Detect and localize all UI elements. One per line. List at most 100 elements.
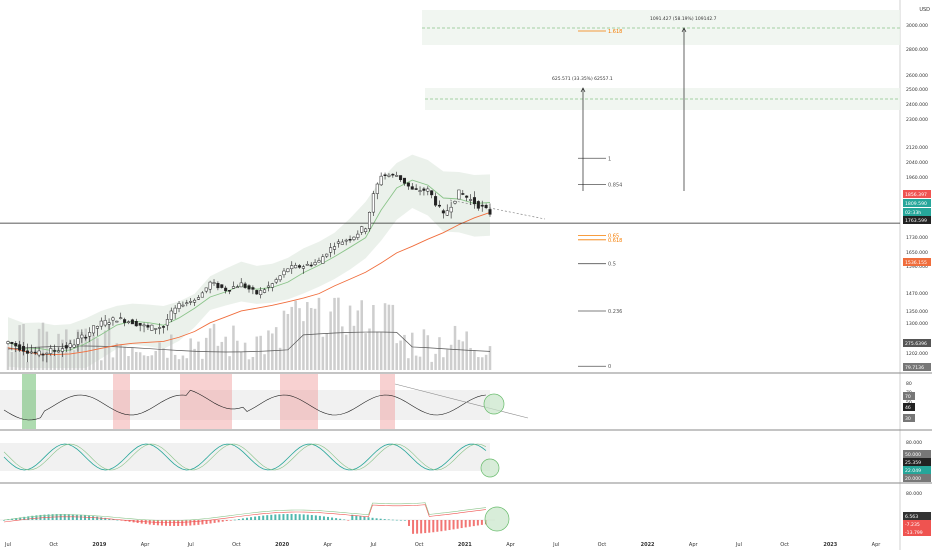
fib-level-label: 0	[608, 364, 611, 370]
price-badge-text: 1809.590	[905, 201, 927, 207]
volume-bar	[352, 325, 356, 370]
macd-histogram-bar	[428, 520, 431, 533]
macd-histogram-bar	[258, 516, 261, 520]
volume-bar	[185, 358, 189, 370]
volume-bar	[220, 341, 224, 370]
candle-body	[266, 285, 270, 288]
volume-bar	[255, 336, 259, 370]
volume-bar	[162, 348, 165, 370]
candle-body	[422, 188, 426, 191]
rsi-highlight	[180, 374, 232, 429]
volume-bar	[119, 344, 122, 370]
macd-histogram-bar	[322, 516, 325, 520]
candle-body	[356, 233, 360, 238]
volume-bar	[135, 351, 138, 370]
macd-histogram-bar	[448, 520, 451, 531]
candle-body	[33, 351, 37, 354]
fib-level-label: 1	[608, 156, 611, 162]
candle-body	[391, 173, 395, 176]
rsi-badge	[903, 403, 915, 411]
macd-histogram-bar	[412, 520, 415, 534]
price-tick-label: 2500.000	[906, 87, 928, 93]
candle-body	[177, 303, 181, 309]
macd-histogram-bar	[27, 516, 30, 520]
candle-body	[103, 320, 107, 326]
candle-body	[64, 345, 68, 349]
candle-body	[445, 210, 449, 216]
measure-arrows: 625.571 (33.35%) 62557.1 1091.427 (58.19%…	[552, 16, 717, 191]
stoch-badge	[903, 466, 931, 474]
macd-badge	[903, 528, 931, 536]
macd-histogram-bar	[213, 520, 216, 523]
macd-histogram-bar	[347, 520, 350, 521]
rsi-tick-label: 80	[906, 381, 912, 387]
candle-body	[480, 204, 484, 207]
price-badge-text: 1763.599	[905, 218, 927, 224]
volume-bar	[154, 350, 157, 370]
rsi-line	[3, 389, 486, 421]
macd-histogram-bar	[480, 520, 483, 525]
upper-target-zone	[422, 10, 900, 45]
candle-body	[286, 268, 290, 272]
stoch-band	[0, 443, 490, 471]
stoch-badge	[903, 450, 931, 458]
macd-histogram-bar	[331, 517, 334, 520]
fib-level-label: 1.618	[608, 29, 622, 35]
time-tick-label: Apr	[323, 542, 333, 548]
volume-bar	[360, 300, 363, 370]
volume-bar	[364, 333, 367, 370]
volume-bar	[243, 342, 247, 370]
time-tick-label: 2023	[823, 542, 837, 548]
candle-body	[25, 350, 29, 354]
candle-body	[476, 201, 480, 209]
candle-body	[410, 186, 414, 190]
macd-histogram-bar	[399, 519, 402, 521]
macd-histogram-bar	[424, 520, 427, 534]
price-tick-label: 1300.000	[906, 321, 928, 327]
volume-bar	[414, 355, 418, 370]
volume-bar	[212, 323, 216, 370]
volume-bar	[403, 334, 406, 370]
candle-body	[274, 279, 278, 283]
volume-bar	[14, 349, 18, 370]
volume-bar	[138, 352, 142, 370]
macd-badge	[903, 512, 931, 520]
time-tick-label: Apr	[141, 542, 151, 548]
candle-body	[251, 287, 255, 290]
bollinger-band	[8, 154, 490, 368]
volume-bar	[368, 328, 371, 370]
candle-body	[123, 319, 127, 323]
candle-body	[216, 282, 220, 289]
volume-bar	[309, 307, 313, 370]
macd-histogram-bar	[165, 520, 167, 526]
stoch-rsi-pane: 80.000 50.000 25.359 22.049 20.000	[0, 440, 931, 482]
volume-bar	[259, 335, 262, 370]
macd-histogram-bar	[39, 514, 42, 520]
candle-body	[80, 334, 84, 339]
macd-histogram-bar	[310, 515, 313, 520]
candle-body	[294, 265, 298, 269]
candle-body	[37, 350, 41, 356]
time-tick-label: Jul	[187, 542, 194, 548]
time-tick-label: Jul	[735, 542, 742, 548]
volume-bar	[107, 322, 111, 370]
measure-label: 625.571 (33.35%) 62557.1	[552, 76, 613, 82]
volume-bar	[422, 329, 426, 370]
fib-level-label: 0.618	[608, 238, 622, 244]
rsi-badge-text: 70	[905, 394, 911, 400]
volume-bar	[263, 354, 266, 370]
price-tick-label: 2300.000	[906, 117, 928, 123]
price-badges: 1856.397 1809.590 02:33h 1763.599 1536.155 27…	[903, 190, 931, 371]
volume-bar	[33, 349, 37, 370]
candle-body	[49, 348, 53, 354]
macd-histogram-bar	[92, 516, 95, 520]
candle-body	[119, 317, 123, 319]
rsi-highlight	[380, 374, 395, 429]
volume-bar	[72, 350, 76, 370]
price-tick-label: 1960.000	[906, 175, 928, 181]
macd-histogram-bar	[96, 516, 99, 520]
candle-body	[371, 193, 375, 213]
candle-body	[158, 327, 162, 329]
